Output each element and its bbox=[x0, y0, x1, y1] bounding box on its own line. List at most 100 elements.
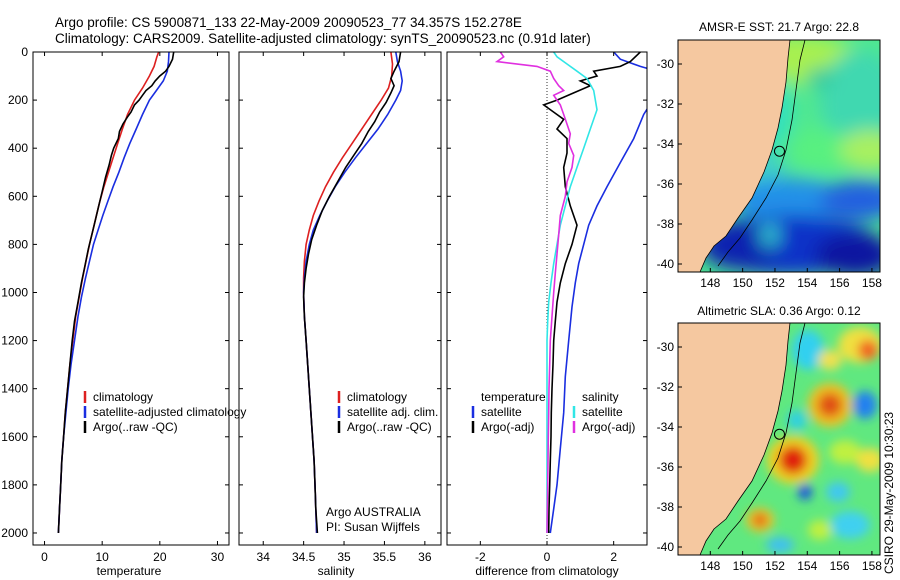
sst-land bbox=[678, 40, 790, 272]
legend-label: satellite adj. clim. bbox=[347, 405, 438, 419]
x-tick-label: 20 bbox=[153, 550, 167, 564]
x-tick-label: 35 bbox=[337, 550, 351, 564]
map-x-tick-label: 150 bbox=[733, 559, 753, 573]
sla-map-title: Altimetric SLA: 0.36 Argo: 0.12 bbox=[697, 304, 861, 318]
sla-field bbox=[746, 327, 880, 553]
series-line-black bbox=[302, 52, 402, 534]
map-y-tick-label: -30 bbox=[657, 57, 675, 71]
legend-group-title: temperature bbox=[481, 390, 546, 404]
y-tick-label: 0 bbox=[21, 45, 28, 59]
map-x-tick-label: 158 bbox=[862, 559, 882, 573]
map-y-tick-label: -34 bbox=[657, 137, 675, 151]
map-x-tick-label: 156 bbox=[830, 276, 850, 290]
map-y-tick-label: -38 bbox=[657, 500, 675, 514]
argo-annotation-1: Argo AUSTRALIA bbox=[326, 505, 421, 519]
map-x-tick-label: 150 bbox=[733, 276, 753, 290]
x-tick-label: -2 bbox=[475, 550, 486, 564]
y-tick-label: 2000 bbox=[1, 526, 28, 540]
legend-label: Argo(-adj) bbox=[582, 420, 635, 434]
x-tick-label: 34 bbox=[257, 550, 271, 564]
sla-land bbox=[678, 323, 790, 555]
legend-label: climatology bbox=[93, 390, 153, 404]
map-y-tick-label: -36 bbox=[657, 460, 675, 474]
legend-label: satellite bbox=[582, 405, 623, 419]
sst-argo-marker bbox=[773, 145, 785, 157]
x-tick-label: 10 bbox=[95, 550, 109, 564]
legend-label: Argo(-adj) bbox=[481, 420, 534, 434]
map-x-tick-label: 154 bbox=[797, 276, 817, 290]
temperature-xlabel: temperature bbox=[97, 564, 162, 578]
salinity-xlabel: salinity bbox=[318, 564, 355, 578]
series-line-red bbox=[57, 52, 160, 534]
difference-legend: temperaturesatelliteArgo(-adj)salinitysa… bbox=[471, 390, 635, 434]
x-tick-label: 36 bbox=[418, 550, 432, 564]
sla-argo-marker bbox=[773, 428, 785, 440]
map-x-tick-label: 152 bbox=[765, 559, 785, 573]
map-y-tick-label: -36 bbox=[657, 177, 675, 191]
header-line-1: Argo profile: CS 5900871_133 22-May-2009… bbox=[55, 15, 522, 30]
map-y-tick-label: -34 bbox=[657, 420, 675, 434]
map-y-tick-label: -38 bbox=[657, 217, 675, 231]
series-line-black bbox=[542, 52, 641, 534]
legend-label: satellite bbox=[481, 405, 522, 419]
y-tick-label: 400 bbox=[8, 141, 28, 155]
legend-label: satellite-adjusted climatology bbox=[93, 405, 246, 419]
map-y-tick-label: -32 bbox=[657, 380, 675, 394]
header-line-2: Climatology: CARS2009. Satellite-adjuste… bbox=[55, 31, 591, 46]
map-y-tick-label: -40 bbox=[657, 257, 675, 271]
x-tick-label: 35.5 bbox=[373, 550, 397, 564]
x-tick-label: 34.5 bbox=[292, 550, 316, 564]
temperature-panel: 0 10 20 30 0 200 400 600 800 1000 1200 1400 1600 1800… bbox=[1, 45, 246, 578]
legend-label: Argo(..raw -QC) bbox=[93, 420, 178, 434]
legend-label: Argo(..raw -QC) bbox=[347, 420, 432, 434]
map-x-tick-label: 156 bbox=[830, 559, 850, 573]
sst-isobath bbox=[717, 40, 806, 267]
x-tick-label: 0 bbox=[544, 550, 551, 564]
difference-panel: -2 0 2 difference from climatology tempera… bbox=[446, 51, 648, 578]
salinity-panel: 34 34.5 35 35.5 36 salinity climatologysatel… bbox=[238, 51, 442, 578]
map-x-tick-label: 154 bbox=[797, 559, 817, 573]
salinity-plot-frame bbox=[238, 51, 442, 546]
side-label: CSIRO 29-May-2009 10:30:23 bbox=[882, 412, 896, 574]
y-tick-label: 1200 bbox=[1, 334, 28, 348]
map-y-tick-label: -40 bbox=[657, 540, 675, 554]
x-tick-label: 0 bbox=[41, 550, 48, 564]
sla-map-frame bbox=[677, 322, 881, 556]
y-tick-label: 1400 bbox=[1, 382, 28, 396]
series-line-black bbox=[57, 52, 175, 534]
sla-coastline bbox=[699, 323, 791, 555]
difference-xlabel: difference from climatology bbox=[475, 564, 618, 578]
x-tick-label: 30 bbox=[211, 550, 225, 564]
sla-map-panel: Altimetric SLA: 0.36 Argo: 0.12 bbox=[657, 304, 883, 573]
map-y-tick-label: -30 bbox=[657, 340, 675, 354]
sla-isobath bbox=[717, 323, 806, 550]
map-x-tick-label: 148 bbox=[700, 276, 720, 290]
legend-label: climatology bbox=[347, 390, 407, 404]
series-line-cyan bbox=[546, 52, 598, 533]
sst-map-title: AMSR-E SST: 21.7 Argo: 22.8 bbox=[699, 20, 859, 34]
series-line-blue bbox=[302, 52, 404, 534]
map-y-tick-label: -32 bbox=[657, 97, 675, 111]
argo-annotation-2: PI: Susan Wijffels bbox=[326, 520, 420, 534]
y-tick-label: 1600 bbox=[1, 430, 28, 444]
y-tick-label: 600 bbox=[8, 189, 28, 203]
legend-group-title: salinity bbox=[582, 390, 619, 404]
map-x-tick-label: 152 bbox=[765, 276, 785, 290]
sst-map-panel: AMSR-E SST: 21.7 Argo: 22.8 bbox=[657, 20, 883, 290]
series-line-blue bbox=[549, 52, 647, 534]
sst-map-frame bbox=[677, 39, 881, 273]
sst-coastline bbox=[699, 40, 791, 272]
map-x-tick-label: 148 bbox=[700, 559, 720, 573]
temperature-plot-frame bbox=[32, 51, 230, 546]
x-tick-label: 2 bbox=[610, 550, 617, 564]
map-x-tick-label: 158 bbox=[862, 276, 882, 290]
y-tick-label: 1800 bbox=[1, 478, 28, 492]
y-tick-label: 800 bbox=[8, 237, 28, 251]
y-tick-label: 200 bbox=[8, 93, 28, 107]
series-line-magenta bbox=[494, 52, 575, 534]
series-line-blue bbox=[57, 52, 170, 534]
series-line-red bbox=[302, 52, 394, 534]
